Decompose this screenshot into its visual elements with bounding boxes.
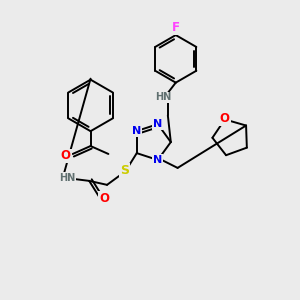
Text: O: O <box>220 112 230 125</box>
Text: O: O <box>61 149 71 162</box>
Text: S: S <box>120 164 129 178</box>
Text: F: F <box>172 21 180 34</box>
Text: N: N <box>153 155 162 165</box>
Text: N: N <box>153 119 162 129</box>
Text: HN: HN <box>59 173 76 183</box>
Text: N: N <box>132 126 141 136</box>
Text: HN: HN <box>155 92 171 103</box>
Text: O: O <box>99 192 109 205</box>
